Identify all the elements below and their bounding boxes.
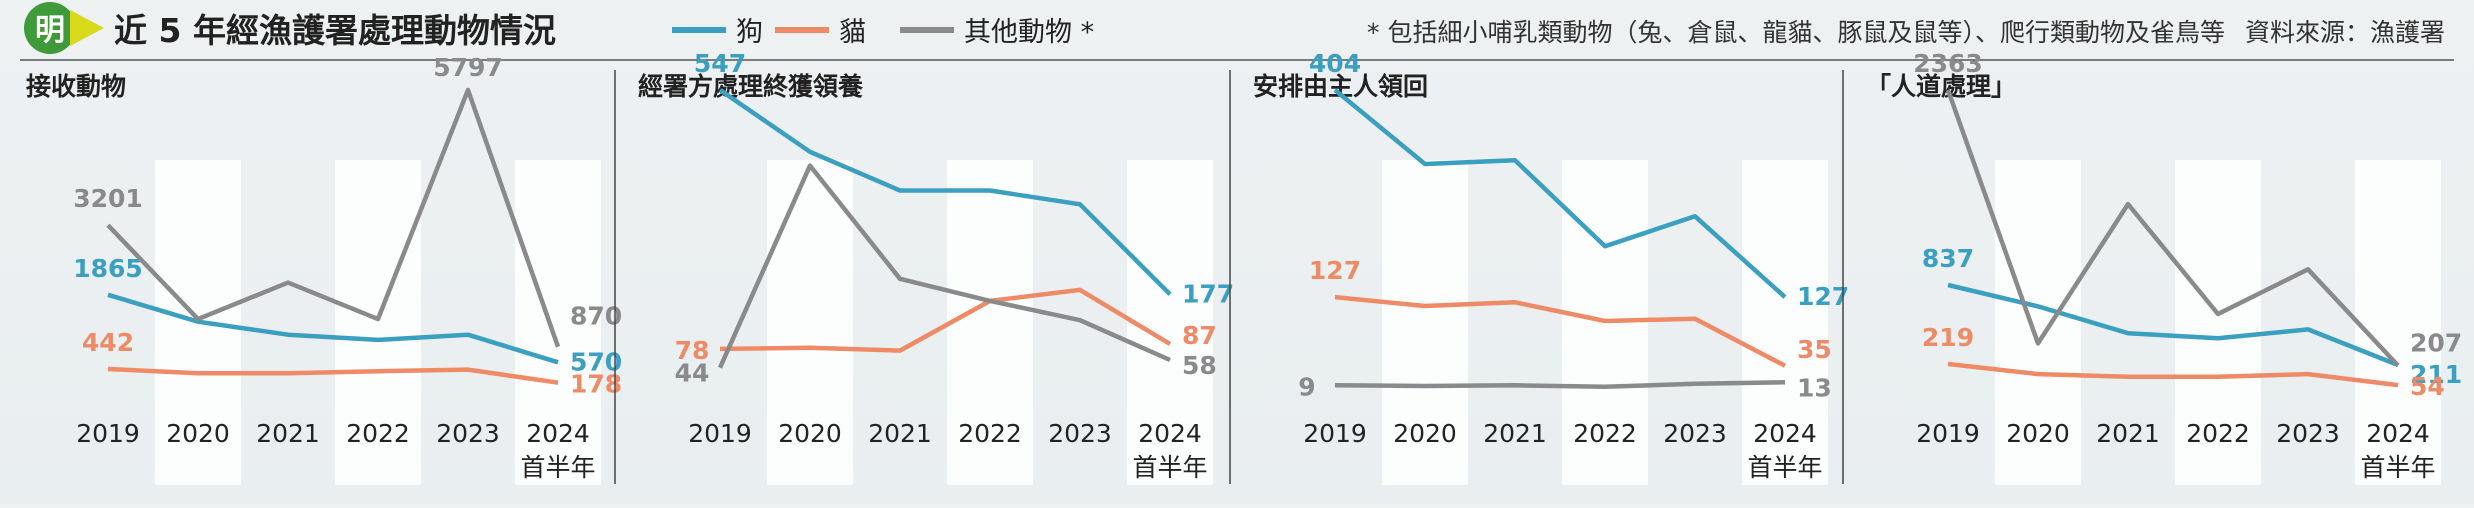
panel-4: 「人道處理」 837 211 219 54 2363 207 2019 2020 2021 2022… [1842, 49, 2462, 485]
legend: 狗 貓 其他動物 * [672, 17, 1094, 48]
data-label: 35 [1797, 335, 1832, 364]
x-tick-label: 2024 [2366, 419, 2430, 448]
data-label: 78 [675, 336, 710, 365]
series-line [1334, 380, 1786, 390]
data-label: 13 [1797, 373, 1832, 402]
data-label: 3201 [73, 184, 143, 213]
column-band [1742, 160, 1828, 485]
column-band [515, 160, 601, 485]
x-tick-label: 2021 [868, 419, 932, 448]
series-line [1333, 88, 1787, 299]
x-tick-sublabel: 首半年 [1132, 453, 1207, 482]
data-label: 211 [2410, 360, 2462, 389]
x-tick-label: 2022 [346, 419, 410, 448]
data-label: 570 [570, 347, 622, 376]
x-tick-sublabel: 首半年 [520, 453, 595, 482]
series-line [107, 366, 559, 385]
column-band [767, 160, 853, 485]
series-line [717, 163, 1171, 369]
x-tick-label: 2019 [1303, 419, 1367, 448]
column-band [1382, 160, 1468, 485]
data-label: 87 [1182, 321, 1217, 350]
data-label: 207 [2410, 329, 2462, 358]
x-tick-label: 2021 [2096, 419, 2160, 448]
logo-tail [70, 10, 104, 46]
series-line [718, 88, 1172, 296]
x-tick-label: 2022 [2186, 419, 2250, 448]
series-line [1334, 294, 1787, 368]
x-tick-label: 2024 [1753, 419, 1817, 448]
x-tick-label: 2023 [2276, 419, 2340, 448]
logo-icon [24, 2, 76, 54]
data-label: 177 [1182, 279, 1234, 308]
logo-char: 明 [35, 13, 65, 48]
x-tick-label: 2020 [2006, 419, 2070, 448]
data-label: 870 [570, 302, 622, 331]
legend-label: 其他動物 * [964, 17, 1094, 48]
legend-label: 貓 [839, 17, 866, 48]
legend-label: 狗 [736, 17, 763, 48]
data-label: 127 [1797, 282, 1849, 311]
x-tick-label: 2019 [1916, 419, 1980, 448]
x-tick-label: 2020 [1393, 419, 1457, 448]
data-label: 2363 [1913, 49, 1983, 78]
data-label: 1865 [73, 254, 143, 283]
panel-1: 接收動物 1865 570 442 178 3201 5797 870 2019 2020 2021… [26, 53, 622, 485]
data-label: 54 [2410, 372, 2445, 401]
column-band [335, 160, 421, 485]
series-line [1945, 89, 2400, 368]
data-label: 9 [1298, 372, 1315, 401]
panel-title: 接收動物 [26, 72, 126, 101]
panel-title: 經署方處理終獲領養 [638, 72, 863, 101]
x-tick-label: 2019 [76, 419, 140, 448]
column-band [2175, 160, 2261, 485]
series-line [1947, 361, 2399, 388]
series-line [719, 287, 1172, 353]
data-label: 547 [694, 49, 746, 78]
data-label: 127 [1309, 256, 1361, 285]
x-tick-sublabel: 首半年 [1747, 453, 1822, 482]
column-band [947, 160, 1033, 485]
data-label: 44 [675, 359, 710, 388]
series-line [106, 87, 561, 348]
data-label: 837 [1922, 244, 1974, 273]
source: 資料來源：漁護署 [2245, 18, 2445, 47]
x-tick-label: 2023 [1048, 419, 1112, 448]
x-tick-label: 2021 [1483, 419, 1547, 448]
data-label: 219 [1922, 323, 1974, 352]
x-tick-label: 2024 [526, 419, 590, 448]
x-tick-label: 2023 [436, 419, 500, 448]
data-label: 58 [1182, 351, 1217, 380]
data-label: 404 [1309, 49, 1361, 78]
column-band [1995, 160, 2081, 485]
panel-title: 「人道處理」 [1866, 72, 2016, 101]
column-band [2355, 160, 2441, 485]
data-label: 442 [82, 328, 134, 357]
x-tick-label: 2022 [958, 419, 1022, 448]
panels: 接收動物 1865 570 442 178 3201 5797 870 2019 2020 2021… [26, 49, 2462, 485]
x-tick-label: 2020 [778, 419, 842, 448]
x-tick-sublabel: 首半年 [2360, 453, 2435, 482]
column-band [1127, 160, 1213, 485]
series-line [107, 292, 559, 365]
page-title: 近 5 年經漁護署處理動物情況 [114, 11, 556, 50]
x-tick-label: 2019 [688, 419, 752, 448]
data-label: 5797 [433, 53, 503, 82]
x-tick-label: 2020 [166, 419, 230, 448]
header: 明 近 5 年經漁護署處理動物情況 狗 貓 其他動物 * * 包括細小哺乳類動物（兔… [20, 2, 2454, 61]
x-tick-label: 2024 [1138, 419, 1202, 448]
data-label: 178 [570, 370, 622, 399]
footnote: * 包括細小哺乳類動物（兔、倉鼠、龍貓、豚鼠及鼠等）、爬行類動物及雀鳥等 [1367, 18, 2225, 47]
x-tick-label: 2023 [1663, 419, 1727, 448]
x-tick-label: 2021 [256, 419, 320, 448]
x-tick-label: 2022 [1573, 419, 1637, 448]
